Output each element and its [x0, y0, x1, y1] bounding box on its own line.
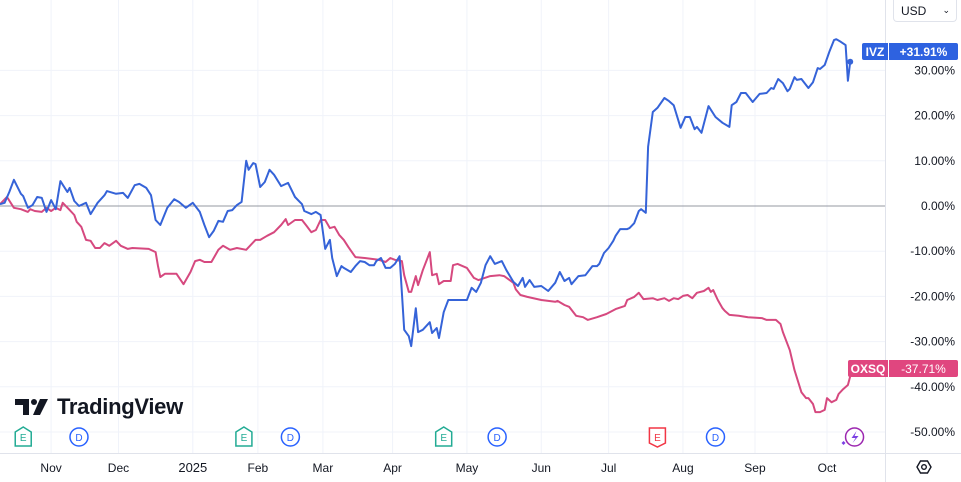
- bolt-shape: [851, 431, 859, 443]
- x-tick-label: Feb: [248, 461, 269, 475]
- x-tick-label: Oct: [818, 461, 837, 475]
- y-tick-label: 30.00%: [914, 63, 955, 77]
- earnings-marker[interactable]: E: [235, 426, 253, 447]
- earnings-marker[interactable]: E: [648, 427, 667, 448]
- earnings-marker[interactable]: E: [434, 426, 453, 447]
- x-tick-label: 2025: [178, 460, 207, 475]
- currency-selector[interactable]: USD ⌄: [893, 0, 957, 22]
- dividend-marker[interactable]: D: [487, 427, 507, 447]
- ivz-line: [0, 38, 852, 348]
- x-tick-label: Mar: [313, 461, 334, 475]
- y-tick-label: 0.00%: [921, 199, 955, 213]
- dividend-marker[interactable]: D: [705, 427, 726, 447]
- ivz-symbol: IVZ: [865, 44, 885, 59]
- x-tick-label: May: [456, 461, 479, 475]
- ivz-last-point: [847, 58, 854, 65]
- currency-label: USD: [901, 3, 927, 18]
- ivz-value-badge: +31.91%: [888, 43, 958, 60]
- earnings-letter: E: [241, 433, 248, 444]
- tradingview-logo[interactable]: TradingView: [15, 394, 183, 420]
- sparkle-icon: [841, 441, 846, 445]
- earnings-icon: [14, 426, 32, 447]
- tradingview-logo-icon: [15, 399, 48, 415]
- earnings-letter: E: [20, 433, 27, 444]
- x-tick-label: Apr: [383, 461, 402, 475]
- oxsq-value-badge: -37.71%: [888, 360, 958, 377]
- dividend-icon: [705, 427, 726, 447]
- y-tick-label: -10.00%: [910, 244, 955, 258]
- dividend-marker[interactable]: D: [69, 427, 89, 447]
- price-axis[interactable]: 30.00% 20.00% 10.00% 0.00% -10.00% -20.00% -30…: [910, 63, 955, 439]
- ai-insight-marker[interactable]: [841, 427, 865, 447]
- x-tick-label: Jun: [532, 461, 551, 475]
- earnings-letter: E: [654, 433, 661, 444]
- earnings-marker[interactable]: E: [14, 426, 32, 447]
- logo-text: TradingView: [57, 394, 183, 419]
- ivz-value: +31.91%: [899, 44, 948, 59]
- dividend-letter: D: [712, 433, 719, 444]
- earnings-icon: [648, 427, 667, 448]
- dividend-marker[interactable]: D: [280, 427, 301, 447]
- ivz-symbol-badge[interactable]: IVZ: [862, 43, 888, 60]
- earnings-letter: E: [440, 433, 447, 444]
- x-tick-label: Aug: [672, 461, 693, 475]
- dividend-letter: D: [287, 433, 294, 444]
- oxsq-value: -37.71%: [901, 361, 946, 376]
- y-tick-label: -30.00%: [910, 335, 955, 349]
- y-tick-label: -40.00%: [910, 380, 955, 394]
- oxsq-symbol: OXSQ: [850, 361, 886, 376]
- earnings-icon: [235, 426, 253, 447]
- y-tick-label: -50.00%: [910, 425, 955, 439]
- y-tick-label: -20.00%: [910, 289, 955, 303]
- x-tick-label: Sep: [744, 461, 766, 475]
- settings-hexagon-icon[interactable]: [916, 460, 932, 474]
- oxsq-symbol-badge[interactable]: OXSQ: [848, 360, 888, 377]
- x-tick-label: Nov: [40, 461, 61, 475]
- dividend-icon: [280, 427, 301, 447]
- x-tick-label: Dec: [108, 461, 129, 475]
- dividend-letter: D: [75, 433, 82, 444]
- y-tick-label: 20.00%: [914, 109, 955, 123]
- earnings-icon: [434, 426, 453, 447]
- x-tick-label: Jul: [601, 461, 616, 475]
- oxsq-line: [0, 196, 852, 414]
- grid-lines: [0, 0, 885, 453]
- y-tick-label: 10.00%: [914, 154, 955, 168]
- dividend-letter: D: [494, 433, 501, 444]
- chevron-down-icon: ⌄: [942, 5, 950, 15]
- series-lines: [0, 38, 854, 414]
- time-axis[interactable]: Nov Dec 2025 Feb Mar Apr May Jun Jul Aug Sep Oct: [40, 460, 837, 475]
- dividend-icon: [487, 427, 507, 447]
- dividend-icon: [69, 427, 89, 447]
